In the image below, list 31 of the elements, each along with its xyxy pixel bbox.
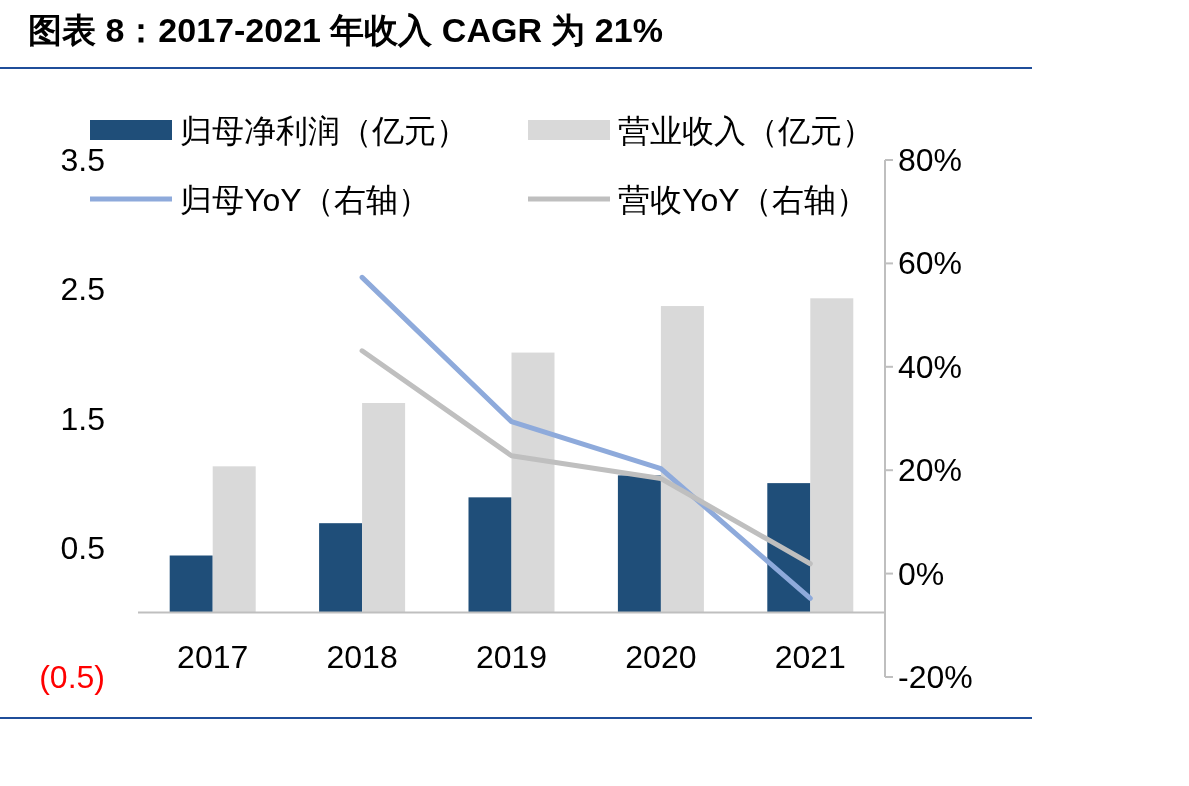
y-tick-label: 0.5 [60,529,105,566]
bar [617,475,661,613]
bar [319,523,363,613]
bar [511,352,555,613]
bar [810,298,854,613]
chart-title: 图表 8：2017-2021 年收入 CAGR 为 21% [28,11,663,49]
y-tick-label: 3.5 [60,142,105,178]
y-tick-label: 2.5 [60,271,105,308]
bar [468,497,512,613]
y2-tick-label: -20% [898,659,973,695]
x-tick-label: 2017 [177,639,249,675]
bar [660,306,704,613]
bar [212,466,256,613]
x-tick-label: 2019 [475,639,548,675]
bar [362,402,406,613]
x-tick-label: 2020 [625,639,697,675]
legend-label: 归母净利润（亿元） [180,113,468,149]
y2-tick-label: 80% [898,142,963,178]
x-tick-label: 2021 [774,639,846,675]
y-tick-label: 1.5 [60,400,105,437]
y2-tick-label: 60% [898,245,963,282]
y-tick-label: (0.5) [39,659,105,695]
legend-label: 归母YoY（右轴） [180,182,430,218]
bar [767,483,811,613]
y2-tick-label: 20% [898,452,963,489]
legend-label: 营收YoY（右轴） [618,182,868,218]
y2-tick-label: 0% [898,555,945,592]
legend-label: 营业收入（亿元） [618,113,874,149]
bar [169,555,213,613]
y2-tick-label: 40% [898,348,963,385]
x-tick-label: 2018 [326,639,398,675]
